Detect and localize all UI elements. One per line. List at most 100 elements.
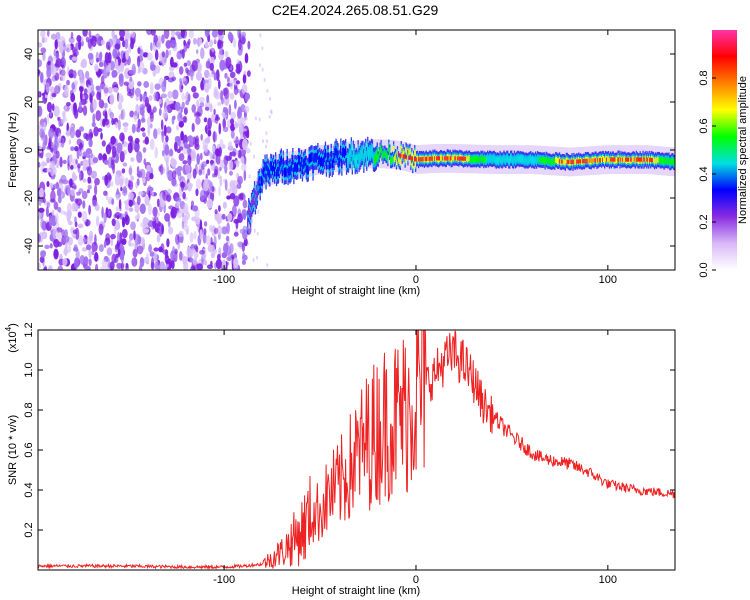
noise-speckle <box>57 265 64 270</box>
signal-band-cell <box>320 157 322 168</box>
noise-speckle <box>108 174 112 181</box>
noise-speckle <box>233 86 239 96</box>
noise-speckle <box>130 39 134 50</box>
noise-speckle <box>215 148 220 157</box>
signal-band-cell <box>372 154 375 165</box>
noise-speckle <box>192 257 198 265</box>
noise-speckle <box>205 235 211 246</box>
signal-band-cell <box>507 155 509 162</box>
noise-speckle <box>54 213 59 224</box>
signal-band-cell <box>500 156 502 163</box>
noise-speckle <box>269 109 272 114</box>
noise-speckle <box>242 199 248 209</box>
snr-x-axis: -100 0 100 <box>213 330 617 586</box>
noise-speckle <box>60 210 66 215</box>
noise-speckle <box>119 36 125 41</box>
noise-speckle <box>218 186 221 197</box>
noise-speckle <box>88 204 91 215</box>
noise-speckle <box>235 150 239 156</box>
signal-band-cell <box>621 157 623 164</box>
noise-speckle <box>118 73 124 83</box>
signal-band-cell <box>358 155 360 165</box>
noise-speckle <box>116 262 123 270</box>
noise-speckle <box>149 82 154 94</box>
signal-band-cell <box>539 156 541 163</box>
signal-band-cell <box>558 158 560 165</box>
noise-speckle <box>145 171 151 182</box>
noise-speckle <box>139 93 143 102</box>
noise-speckle <box>206 60 210 68</box>
signal-peak-cell <box>414 157 416 162</box>
noise-speckle <box>190 265 196 270</box>
signal-band-cell <box>345 158 348 168</box>
noise-speckle <box>117 231 121 243</box>
signal-band-cell <box>338 158 340 168</box>
noise-speckle <box>84 265 91 270</box>
noise-speckle <box>217 225 223 236</box>
signal-peak-cell <box>628 157 630 162</box>
noise-speckle <box>213 35 217 44</box>
signal-band-cell <box>366 154 368 164</box>
signal-peak-cell <box>399 153 402 158</box>
noise-speckle <box>45 82 50 93</box>
noise-speckle <box>209 62 214 71</box>
noise-speckle <box>98 223 104 236</box>
signal-band-cell <box>259 183 261 194</box>
noise-speckle <box>39 212 42 219</box>
noise-speckle <box>176 210 183 219</box>
noise-speckle <box>72 204 79 210</box>
noise-speckle <box>151 190 154 197</box>
noise-speckle <box>146 52 153 61</box>
signal-peak-cell <box>420 157 423 162</box>
noise-speckle <box>128 192 134 201</box>
noise-speckle <box>202 169 205 175</box>
noise-speckle <box>105 233 111 241</box>
signal-band-cell <box>442 155 445 162</box>
noise-speckle <box>129 76 133 82</box>
signal-band-cell <box>631 156 634 163</box>
noise-speckle <box>88 128 93 141</box>
noise-speckle <box>218 248 221 255</box>
noise-speckle <box>122 122 129 127</box>
noise-speckle <box>82 236 86 245</box>
noise-speckle <box>121 216 126 228</box>
noise-speckle <box>223 87 230 100</box>
noise-speckle <box>96 91 101 101</box>
noise-speckle <box>110 237 114 247</box>
x-tick-label: -100 <box>213 274 235 286</box>
signal-band-cell <box>341 158 343 169</box>
noise-speckle <box>67 245 72 253</box>
noise-speckle <box>175 31 181 36</box>
signal-band-cell <box>283 167 285 178</box>
noise-speckle <box>40 30 46 38</box>
noise-speckle <box>117 65 121 74</box>
noise-speckle <box>68 73 74 78</box>
noise-speckle <box>215 153 221 165</box>
noise-speckle <box>235 67 241 74</box>
noise-speckle <box>160 119 164 131</box>
signal-peak-cell <box>586 158 589 164</box>
noise-speckle <box>240 156 245 164</box>
signal-band-cell <box>409 148 411 155</box>
noise-speckle <box>62 258 68 266</box>
noise-speckle <box>98 52 103 62</box>
noise-speckle <box>242 130 248 139</box>
signal-band-cell <box>511 155 513 162</box>
signal-band-cell <box>247 217 249 228</box>
signal-band-cell <box>423 157 425 164</box>
noise-speckle <box>194 138 198 144</box>
signal-band-cell <box>371 146 374 157</box>
signal-peak-cell <box>647 157 649 162</box>
noise-speckle <box>258 117 261 122</box>
noise-speckle <box>224 72 228 79</box>
noise-speckle <box>227 31 233 41</box>
noise-speckle <box>49 243 53 249</box>
noise-speckle <box>111 198 115 205</box>
noise-speckle <box>111 118 115 126</box>
noise-speckle <box>183 225 190 232</box>
spectrogram-xlabel: Height of straight line (km) <box>292 285 420 297</box>
noise-speckle <box>204 82 210 93</box>
signal-band-cell <box>292 155 294 165</box>
signal-peak-cell <box>429 156 431 161</box>
signal-band-cell <box>395 158 398 165</box>
